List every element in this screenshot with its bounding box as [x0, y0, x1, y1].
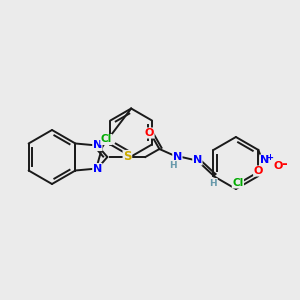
Text: Cl: Cl — [232, 178, 244, 188]
Text: N: N — [93, 164, 102, 173]
Text: O: O — [145, 128, 154, 138]
Text: N: N — [193, 155, 202, 165]
Text: H: H — [169, 161, 177, 170]
Text: S: S — [123, 151, 132, 164]
Text: H: H — [210, 178, 217, 188]
Text: Cl: Cl — [101, 134, 112, 145]
Text: O: O — [254, 166, 263, 176]
Text: N: N — [93, 140, 102, 151]
Text: +: + — [266, 152, 273, 161]
Text: N: N — [260, 155, 269, 165]
Text: N: N — [173, 152, 182, 162]
Text: O: O — [274, 161, 283, 171]
Text: -: - — [281, 157, 287, 171]
